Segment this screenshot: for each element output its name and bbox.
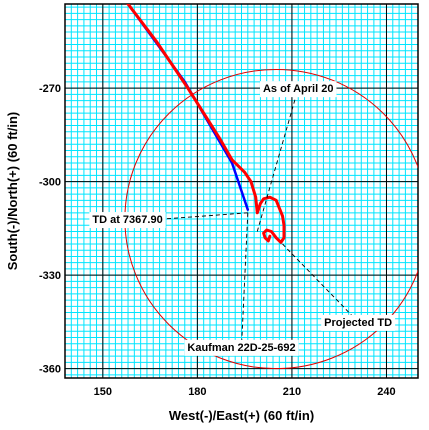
y-tick-label: -300 bbox=[39, 177, 61, 189]
annotation-label: TD at 7367.90 bbox=[92, 214, 162, 226]
annotation-label: Kaufman 22D-25-692 bbox=[187, 342, 295, 354]
actual-well-path bbox=[126, 4, 286, 244]
data-layer bbox=[124, 4, 418, 370]
annotation-leader bbox=[282, 243, 359, 323]
x-axis-title: West(-)/East(+) (60 ft/in) bbox=[169, 408, 314, 423]
y-tick-label: -270 bbox=[39, 83, 61, 95]
annotation-label-bg bbox=[89, 212, 166, 229]
x-tick-label: 240 bbox=[377, 386, 395, 398]
x-tick-label: 150 bbox=[94, 386, 112, 398]
annotation-leader bbox=[162, 212, 248, 220]
annotation-label: Projected TD bbox=[324, 317, 392, 329]
annotation-label-bg bbox=[184, 339, 299, 356]
y-axis-title: South(-)/North(+) (60 ft/in) bbox=[5, 112, 20, 271]
annotations: As of April 20 TD at 7367.90 Projected TD K… bbox=[89, 81, 396, 356]
y-tick-label: -360 bbox=[39, 364, 61, 376]
axis-ticks: 150 180 210 240 -270 -300 -330 -360 bbox=[39, 83, 396, 398]
x-tick-label: 210 bbox=[283, 386, 301, 398]
annotation-label-bg bbox=[321, 314, 396, 331]
annotation-label-bg bbox=[259, 81, 337, 98]
annotation-leader bbox=[256, 88, 299, 232]
y-tick-label: -330 bbox=[39, 270, 61, 282]
annotation-leader bbox=[241, 212, 249, 347]
annotation-label: As of April 20 bbox=[263, 83, 334, 95]
plot-frame bbox=[64, 3, 419, 379]
grid bbox=[65, 4, 418, 378]
x-tick-label: 180 bbox=[188, 386, 206, 398]
